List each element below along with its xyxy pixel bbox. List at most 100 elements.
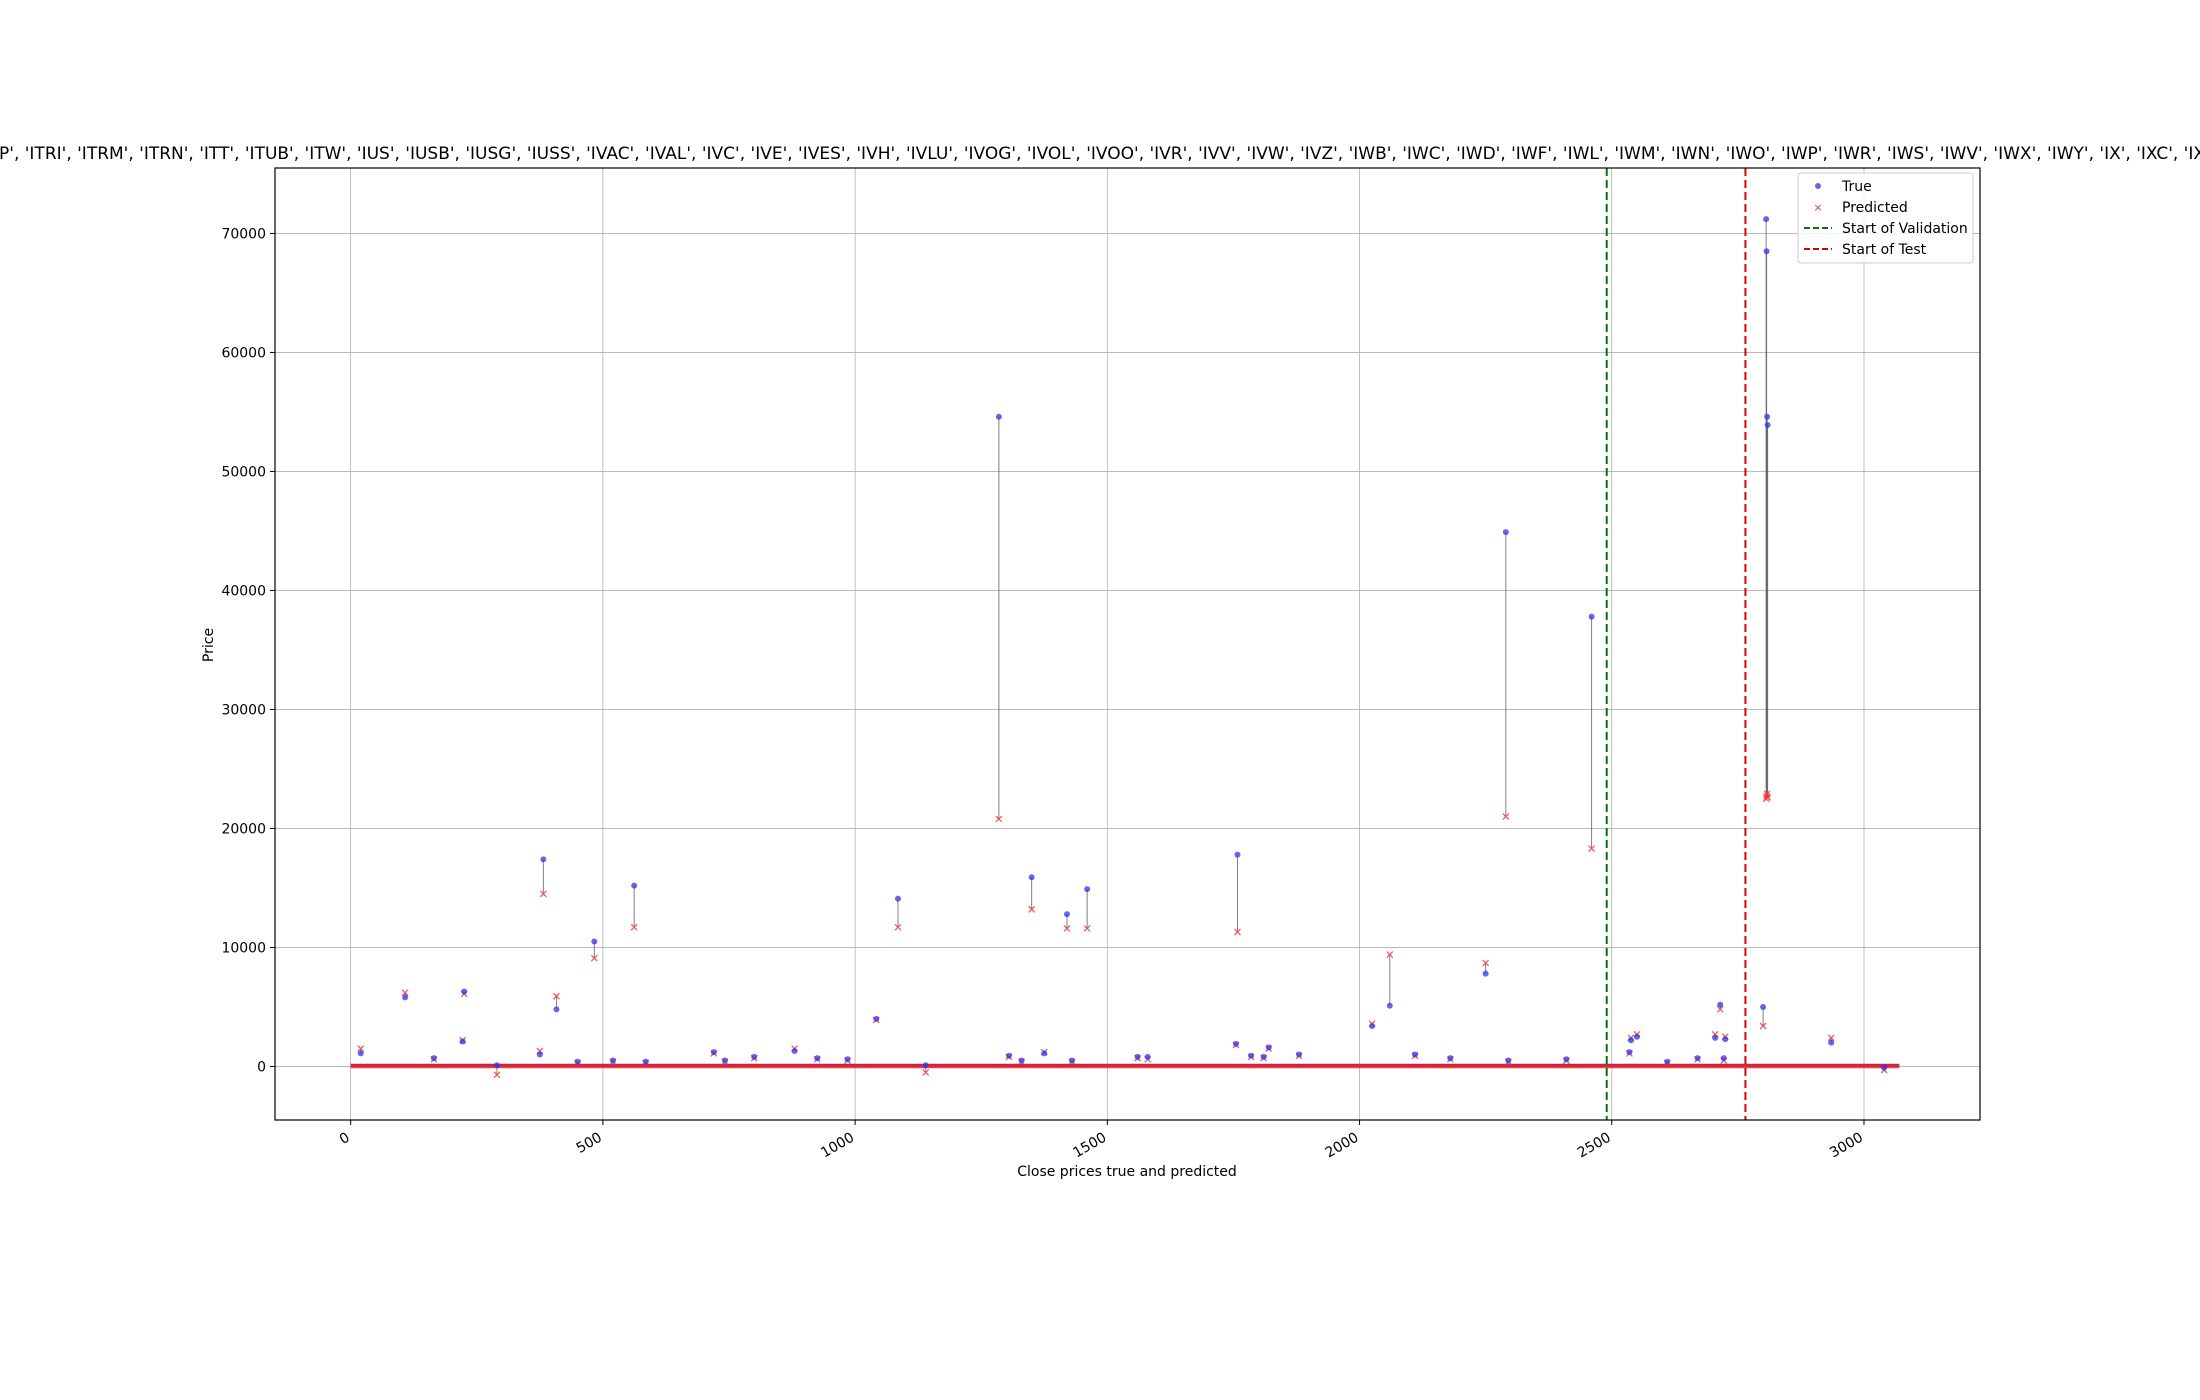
true-point <box>1005 1052 1012 1059</box>
true-point <box>1234 851 1241 858</box>
true-point <box>553 1006 560 1013</box>
x-tick-label: 1500 <box>1070 1130 1109 1162</box>
predicted-point <box>1502 813 1510 821</box>
true-points <box>357 216 1888 1071</box>
true-point <box>1627 1037 1634 1044</box>
split-lines <box>1605 168 1747 1120</box>
true-point <box>574 1058 581 1065</box>
true-point <box>873 1015 880 1022</box>
x-axis-ticks: 0 500 1000 1500 2000 2500 3000 <box>337 1120 1866 1161</box>
true-point <box>536 1051 543 1058</box>
true-point <box>1763 248 1770 255</box>
predicted-point <box>1716 1005 1724 1013</box>
true-point <box>461 988 468 995</box>
true-point <box>1144 1053 1151 1060</box>
true-point <box>1633 1033 1640 1040</box>
true-point <box>1063 911 1070 918</box>
predicted-point <box>1083 924 1091 932</box>
y-tick-label: 50000 <box>221 464 266 480</box>
true-point <box>710 1049 717 1056</box>
true-point <box>1720 1055 1727 1062</box>
x-tick-label: 2000 <box>1323 1130 1362 1162</box>
predicted-point <box>590 954 598 962</box>
predicted-point <box>553 992 560 1000</box>
predicted-point <box>1386 951 1394 959</box>
predicted-point <box>539 890 547 898</box>
y-tick-label: 70000 <box>221 226 266 242</box>
true-point <box>1248 1052 1255 1059</box>
y-tick-label: 0 <box>257 1059 266 1075</box>
y-tick-label: 60000 <box>221 345 266 361</box>
predicted-point <box>401 989 409 997</box>
predicted-point <box>1028 905 1036 913</box>
true-point <box>995 413 1002 420</box>
true-point <box>1722 1036 1729 1043</box>
true-point <box>609 1057 616 1064</box>
grid <box>275 168 1980 1120</box>
true-point <box>1386 1002 1393 1009</box>
true-point <box>1563 1056 1570 1063</box>
legend-validation-label: Start of Validation <box>1842 221 1968 237</box>
true-point <box>1717 1001 1724 1008</box>
true-point <box>1018 1057 1025 1064</box>
true-point <box>1626 1049 1633 1056</box>
true-point <box>493 1062 500 1069</box>
true-point <box>540 856 547 863</box>
predicted-point <box>1063 924 1071 932</box>
y-tick-label: 20000 <box>221 821 266 837</box>
x-axis-label: Close prices true and predicted <box>1017 1164 1237 1180</box>
true-point <box>1265 1044 1272 1051</box>
true-point <box>1881 1064 1888 1071</box>
true-point <box>459 1038 466 1045</box>
true-point <box>357 1050 364 1057</box>
true-point <box>1828 1039 1835 1046</box>
predicted-point <box>894 923 902 931</box>
predicted-point <box>493 1071 501 1079</box>
true-point <box>844 1056 851 1063</box>
predicted-point <box>1234 928 1241 936</box>
true-point <box>1764 422 1771 429</box>
x-tick-label: 1000 <box>818 1130 857 1162</box>
connector-lines <box>360 219 1885 1075</box>
true-point <box>1134 1053 1141 1060</box>
true-point <box>1694 1055 1701 1062</box>
x-tick-label: 3000 <box>1827 1130 1866 1162</box>
legend-predicted-marker: × <box>1813 201 1822 214</box>
true-point <box>814 1055 821 1062</box>
legend-predicted-label: Predicted <box>1842 200 1908 216</box>
true-point <box>1369 1022 1376 1029</box>
true-point <box>1760 1003 1767 1010</box>
true-point <box>430 1055 437 1062</box>
true-point <box>721 1057 728 1064</box>
true-point <box>1069 1057 1076 1064</box>
true-point <box>591 938 598 945</box>
true-point <box>631 882 638 889</box>
true-point <box>1482 970 1489 977</box>
baseline-band <box>350 1063 1900 1069</box>
true-point <box>642 1058 649 1065</box>
legend: True × Predicted Start of Validation Sta… <box>1797 172 1974 264</box>
true-point <box>402 994 409 1001</box>
predicted-point <box>1764 794 1772 801</box>
true-point <box>1041 1050 1048 1057</box>
x-tick-label: 500 <box>574 1130 605 1157</box>
plot-frame <box>274 167 1981 1121</box>
legend-true-marker <box>1815 183 1821 189</box>
predicted-point <box>630 923 638 931</box>
predicted-points <box>357 790 1888 1079</box>
y-axis-ticks: 0 10000 20000 30000 40000 50000 60000 70000 <box>221 226 275 1075</box>
legend-test-label: Start of Test <box>1842 242 1927 258</box>
y-tick-label: 30000 <box>221 702 266 718</box>
predicted-point <box>1588 845 1596 853</box>
legend-box <box>1797 172 1974 264</box>
true-point <box>791 1047 798 1054</box>
true-point <box>1505 1057 1512 1064</box>
predicted-point <box>1759 1022 1767 1030</box>
x-tick-label: 0 <box>337 1130 353 1148</box>
predicted-point <box>1482 959 1490 967</box>
true-point <box>1664 1058 1671 1065</box>
y-tick-label: 10000 <box>221 940 266 956</box>
predicted-point <box>1827 1034 1835 1042</box>
true-point <box>1712 1034 1719 1041</box>
